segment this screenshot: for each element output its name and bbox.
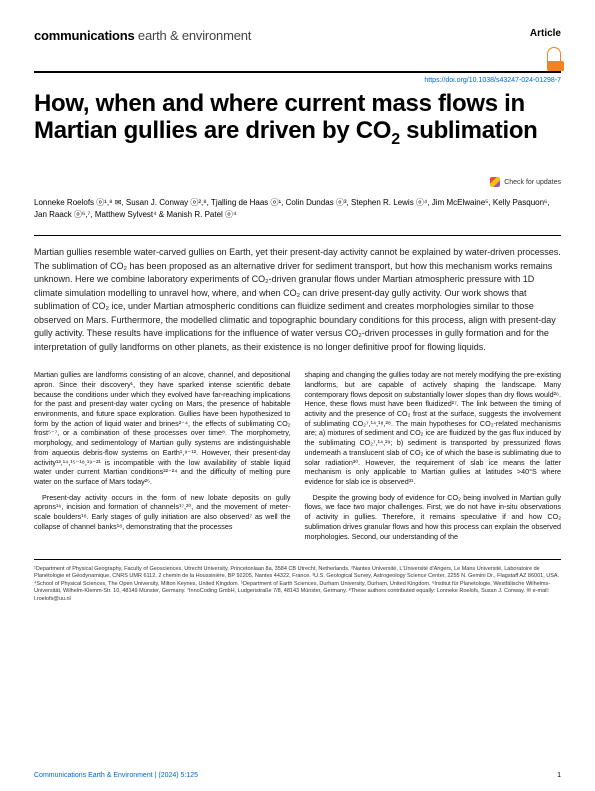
header: communications earth & environment Artic… <box>34 28 561 43</box>
footer-citation: Communications Earth & Environment | (20… <box>34 772 198 779</box>
column-right: shaping and changing the gullies today a… <box>305 370 562 547</box>
body-para: Despite the growing body of evidence for… <box>305 493 562 542</box>
page-number: 1 <box>557 772 561 779</box>
open-access-row <box>34 47 561 65</box>
doi-link[interactable]: https://doi.org/10.1038/s43247-024-01298… <box>34 77 561 84</box>
article-type-label: Article <box>530 28 561 39</box>
title-sub: 2 <box>391 131 400 148</box>
abstract: Martian gullies resemble water-carved gu… <box>34 246 561 354</box>
journal-light: earth & environment <box>135 28 252 43</box>
article-title: How, when and where current mass flows i… <box>34 90 561 150</box>
crossmark-icon <box>490 177 500 187</box>
affiliations-divider <box>34 559 561 560</box>
body-para: Present-day activity occurs in the form … <box>34 493 291 532</box>
abstract-divider <box>34 235 561 236</box>
title-post: sublimation <box>400 117 538 144</box>
check-updates-label: Check for updates <box>504 179 561 186</box>
body-columns: Martian gullies are landforms consisting… <box>34 370 561 547</box>
footer: Communications Earth & Environment | (20… <box>34 772 561 779</box>
open-access-icon <box>547 47 561 65</box>
journal-bold: communications <box>34 28 135 43</box>
body-para: shaping and changing the gullies today a… <box>305 370 562 487</box>
affiliations: ¹Department of Physical Geography, Facul… <box>34 566 561 603</box>
body-para: Martian gullies are landforms consisting… <box>34 370 291 487</box>
header-divider <box>34 71 561 73</box>
check-updates[interactable]: Check for updates <box>34 177 561 187</box>
journal-name: communications earth & environment <box>34 28 251 43</box>
column-left: Martian gullies are landforms consisting… <box>34 370 291 547</box>
author-list: Lonneke Roelofs ⓞ¹,⁸ ✉, Susan J. Conway … <box>34 197 561 221</box>
